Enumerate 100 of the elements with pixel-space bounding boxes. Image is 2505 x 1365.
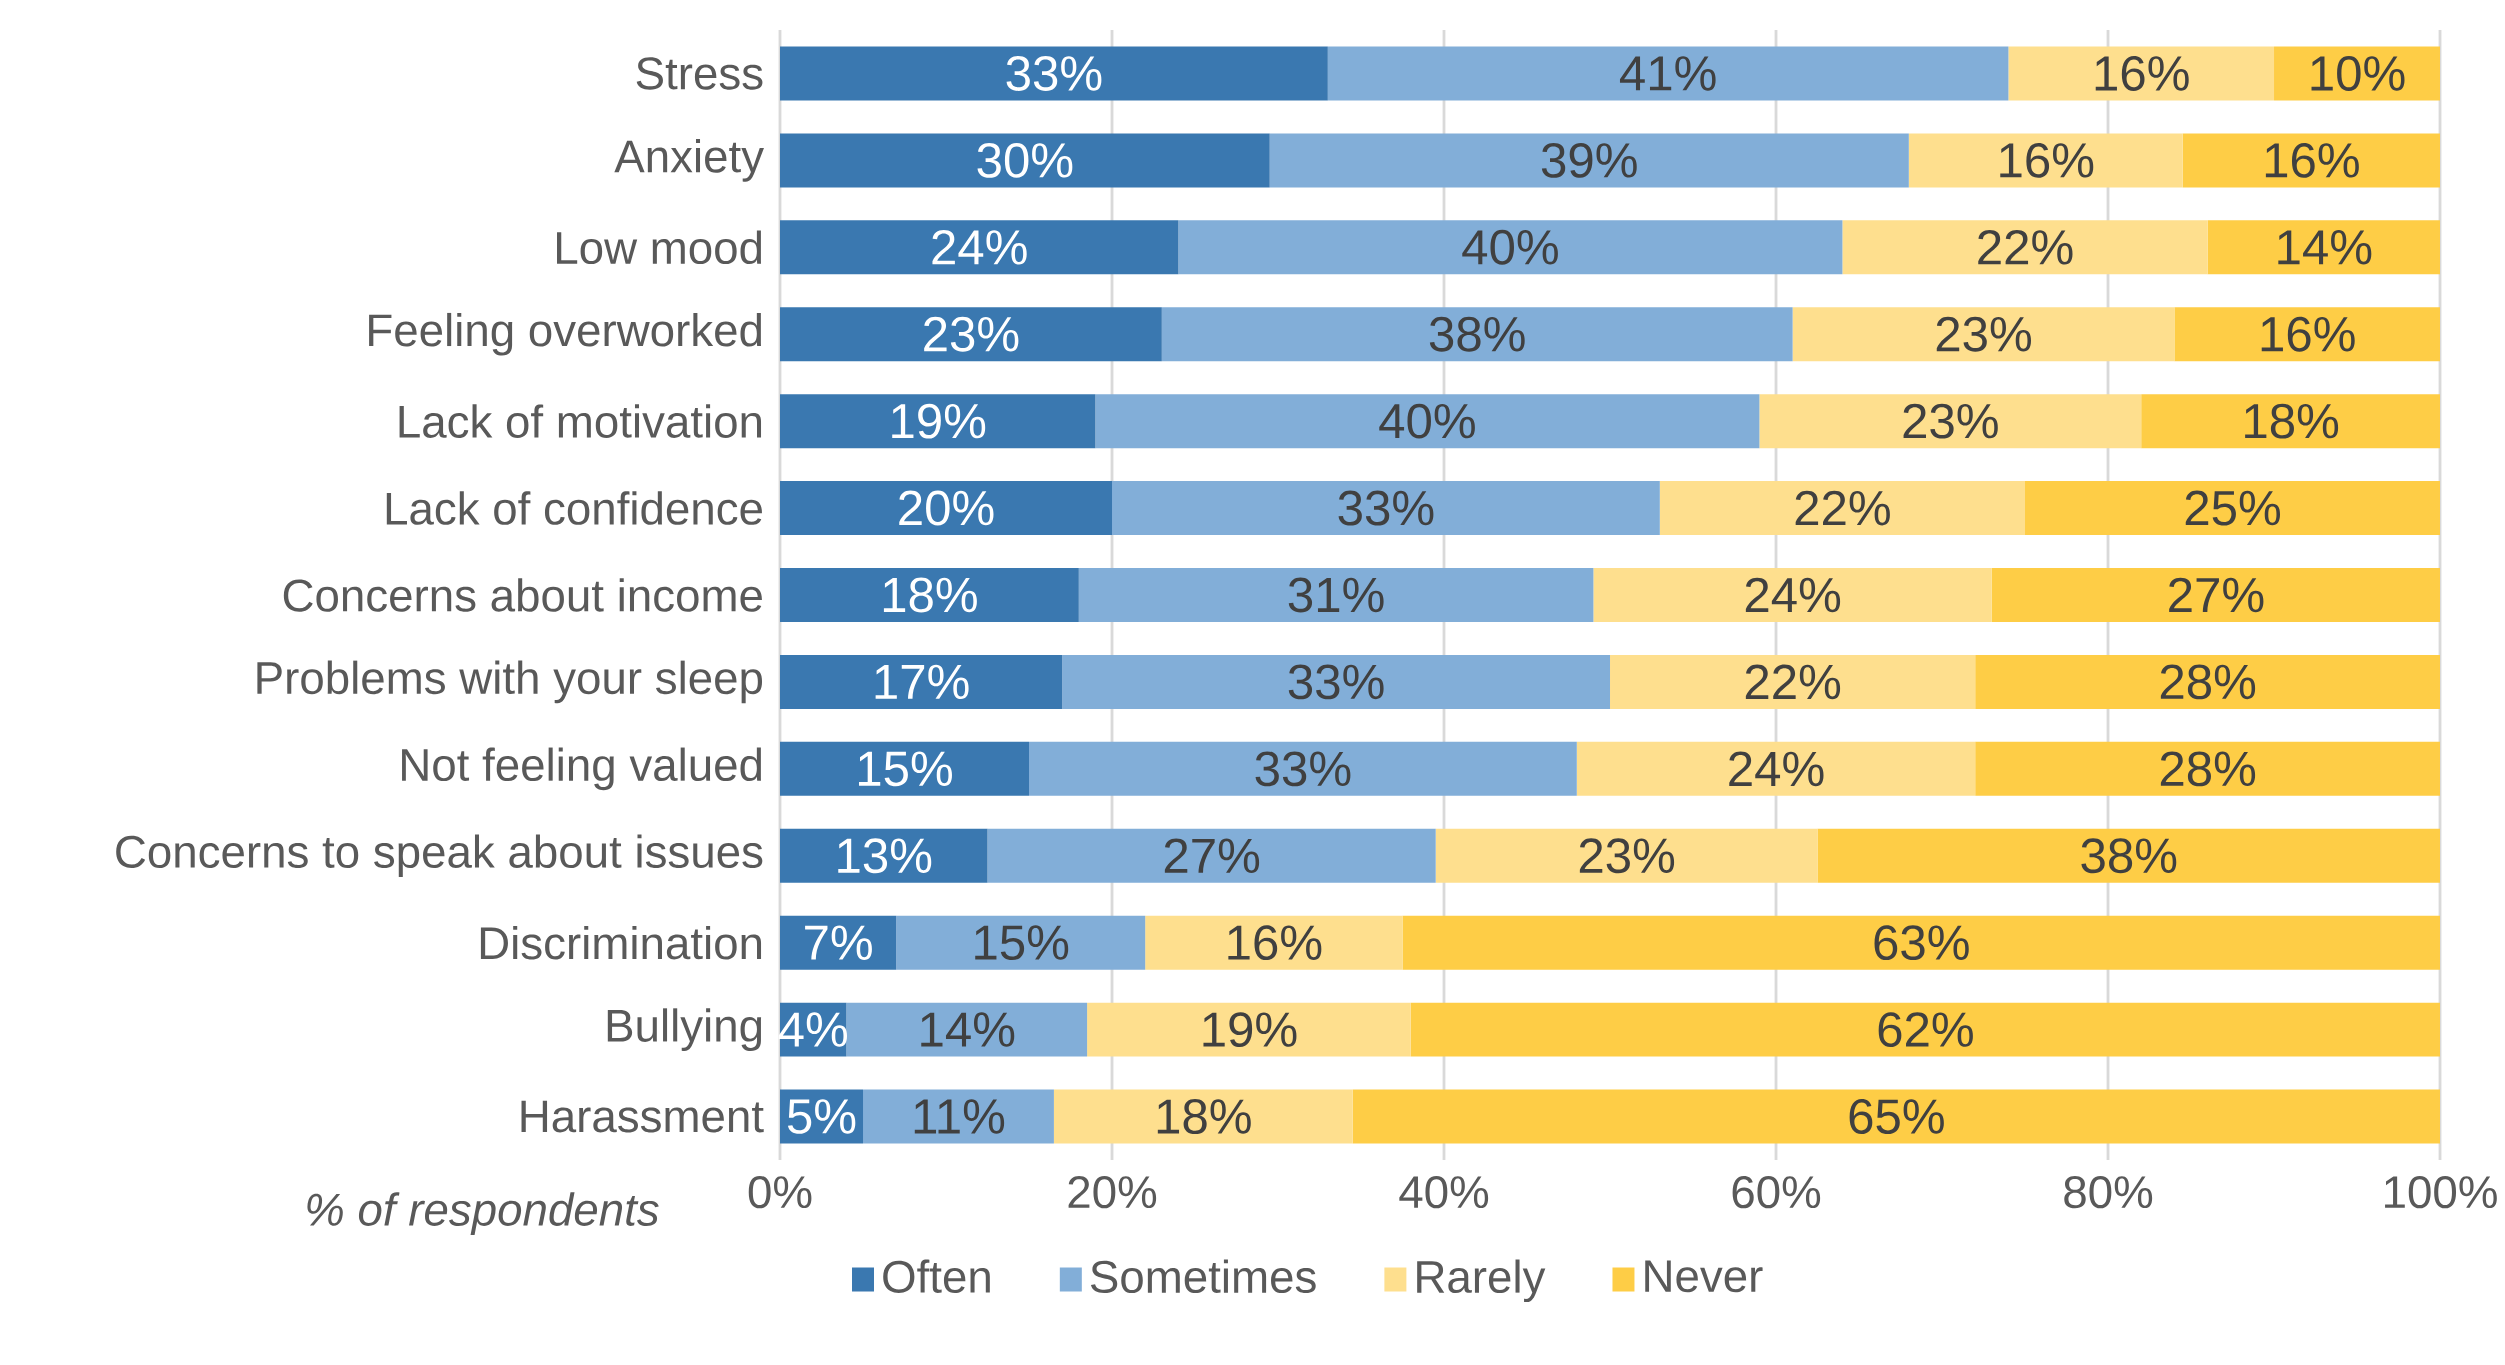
bar [1576, 741, 1976, 796]
data-label: 18% [2245, 403, 2339, 439]
data-label: 10% [2311, 55, 2405, 91]
bar [1593, 568, 1992, 623]
data-label: 65% [1849, 1099, 1944, 1134]
data-label: 28% [2160, 664, 2256, 700]
y-tick-label: Concerns about income [283, 578, 762, 612]
bar [780, 568, 1079, 623]
data-label: 20% [899, 490, 994, 526]
data-label: 23% [1936, 316, 2031, 352]
data-label: 16% [1228, 925, 1322, 961]
data-label: 11% [914, 1099, 1005, 1134]
data-label: 16% [2261, 316, 2355, 352]
data-label: 39% [1541, 142, 1637, 178]
data-label: 19% [892, 403, 986, 439]
y-tick-label: Discrimination [480, 925, 762, 960]
bar [780, 46, 1328, 101]
bar [780, 481, 1113, 536]
y-tick-label: Bullying [607, 1008, 762, 1051]
bar [780, 741, 1030, 796]
bar [1842, 220, 2208, 275]
bar [1402, 915, 2441, 970]
bar [780, 828, 988, 883]
bar [1053, 1089, 1353, 1144]
data-label: 15% [975, 925, 1069, 961]
data-label: 33% [1255, 751, 1351, 787]
bar [1078, 568, 1594, 623]
data-label: 22% [1978, 229, 2073, 265]
bar [846, 1002, 1088, 1057]
data-label: 40% [1462, 229, 1558, 265]
bar [1352, 1089, 2441, 1144]
bar [1410, 1002, 2441, 1057]
data-label: 23% [1903, 403, 1998, 439]
data-label: 13% [838, 838, 932, 874]
y-tick-label: Concerns to speak about issues [116, 834, 763, 878]
bar [1269, 133, 1909, 188]
bar [1095, 394, 1760, 449]
y-tick-label: Stress [636, 57, 763, 90]
legend-label: Never [1645, 1260, 1763, 1293]
data-label: 16% [2265, 142, 2359, 178]
bar [1975, 741, 2441, 796]
y-tick-label: Not feeling valued [402, 747, 762, 791]
data-label: 23% [1579, 838, 1675, 874]
bar [780, 915, 897, 970]
bar [1610, 654, 1976, 709]
x-tick-label: 40% [1399, 1175, 1489, 1209]
data-label: 41% [1619, 56, 1716, 91]
data-label: 31% [1288, 577, 1384, 613]
data-label: 33% [1006, 55, 1102, 91]
data-label: 40% [1379, 403, 1475, 439]
x-axis-title: % of respondents [307, 1192, 659, 1235]
data-label: 25% [2185, 490, 2280, 526]
y-tick-label: Harassment [521, 1100, 764, 1133]
data-label: 17% [875, 664, 969, 700]
bar [1327, 46, 2009, 101]
x-tick-label: 80% [2064, 1175, 2153, 1209]
data-label: 28% [2160, 751, 2256, 787]
bar [780, 394, 1096, 449]
bar [1112, 481, 1660, 536]
y-tick-label: Lack of confidence [386, 491, 762, 525]
data-label: 23% [924, 316, 1019, 352]
bar [2025, 481, 2441, 536]
data-label: 16% [2000, 142, 2094, 178]
data-label: 30% [977, 142, 1073, 178]
bar [2174, 307, 2441, 362]
data-label: 24% [1745, 577, 1841, 613]
y-tick-label: Lack of motivation [399, 404, 762, 438]
bar [1792, 307, 2175, 362]
data-label: 33% [1288, 664, 1384, 700]
x-tick-label: 100% [2385, 1175, 2497, 1209]
data-label: 14% [2278, 230, 2372, 265]
bar [1817, 828, 2441, 883]
data-label: 15% [859, 751, 952, 787]
data-label: 24% [1729, 751, 1824, 787]
data-label: 18% [883, 577, 977, 613]
data-label: 38% [2081, 838, 2177, 874]
data-label: 27% [1164, 838, 1260, 874]
data-label: 22% [1745, 664, 1841, 700]
y-tick-label: Low mood [557, 230, 762, 265]
bar [1975, 654, 2441, 709]
bar [987, 828, 1436, 883]
legend-label: Often [883, 1259, 990, 1294]
bar [2008, 46, 2275, 101]
data-label: 7% [805, 925, 872, 960]
bar [780, 220, 1179, 275]
data-label: 16% [2095, 55, 2189, 91]
x-tick-label: 20% [1068, 1175, 1157, 1209]
x-tick-label: 0% [748, 1175, 812, 1209]
data-label: 62% [1878, 1012, 1973, 1048]
legend-label: Sometimes [1090, 1259, 1316, 1294]
bar [2141, 394, 2441, 449]
data-label: 19% [1203, 1012, 1297, 1048]
bar [1161, 307, 1793, 362]
bar [1759, 394, 2142, 449]
bar [1178, 220, 1843, 275]
y-tick-label: Anxiety [614, 139, 764, 182]
bar [1087, 1002, 1411, 1057]
legend-label: Rarely [1417, 1259, 1546, 1303]
bar [1145, 915, 1403, 970]
x-tick-label: 60% [1732, 1175, 1821, 1209]
